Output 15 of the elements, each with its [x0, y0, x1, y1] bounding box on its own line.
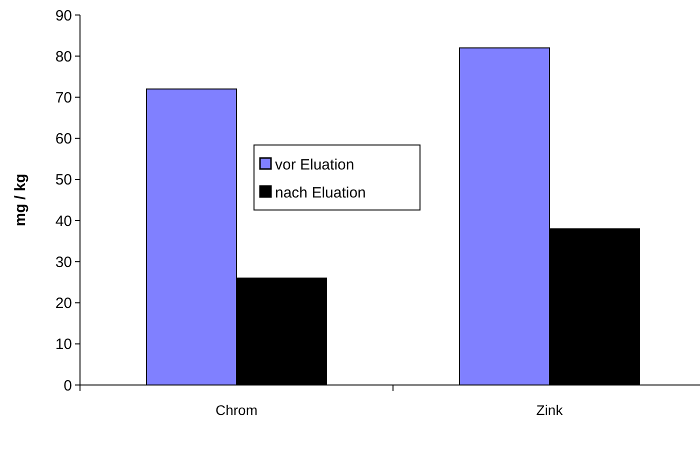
- y-tick-label: 60: [55, 130, 72, 148]
- y-tick-label: 40: [55, 212, 72, 230]
- y-tick-label: 90: [55, 7, 72, 24]
- y-tick-label: 30: [55, 254, 72, 271]
- x-tick-label: Chrom: [215, 402, 258, 418]
- legend-label: nach Eluation: [275, 184, 366, 202]
- y-tick-label: 0: [64, 377, 72, 394]
- legend-label: vor Eluation: [275, 156, 354, 174]
- y-tick-label: 10: [55, 336, 72, 354]
- y-tick-label: 70: [55, 89, 72, 106]
- y-tick-label: 80: [55, 48, 72, 66]
- y-tick-label: 20: [55, 295, 72, 312]
- x-tick-label: Zink: [536, 402, 564, 418]
- y-tick-label: 50: [55, 172, 72, 189]
- y-axis-title: mg / kg: [12, 174, 29, 226]
